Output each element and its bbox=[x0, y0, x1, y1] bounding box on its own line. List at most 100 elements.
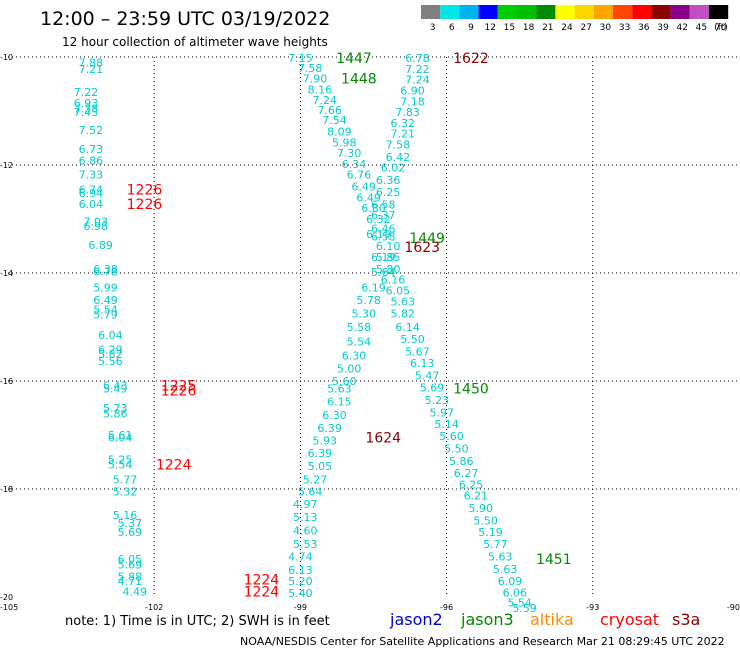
wave-height-label: 6.34 bbox=[342, 158, 367, 171]
legend-swatch bbox=[536, 5, 556, 19]
pass-number-label: 1450 bbox=[453, 382, 489, 398]
legend-swatch bbox=[651, 5, 671, 19]
wave-height-label: 6.13 bbox=[288, 564, 313, 577]
y-tick-label: -12 bbox=[0, 161, 13, 170]
wave-height-label: 8.09 bbox=[327, 126, 352, 139]
chart-title: 12:00 – 23:59 UTC 03/19/2022 bbox=[40, 8, 330, 30]
wave-height-label: 5.90 bbox=[468, 502, 493, 515]
wave-height-label: 6.39 bbox=[308, 447, 333, 460]
wave-height-label: 5.77 bbox=[483, 538, 508, 551]
pass-number-label: 1226 bbox=[161, 384, 197, 400]
pass-number-label: 1224 bbox=[156, 458, 192, 474]
wave-height-label: 5.88 bbox=[118, 570, 143, 583]
wave-height-label: 6.36 bbox=[376, 174, 401, 187]
wave-height-label: 7.83 bbox=[395, 106, 420, 119]
wave-height-points: 7.887.217.226.937.387.437.526.736.867.33… bbox=[74, 52, 537, 615]
wave-height-label: 5.79 bbox=[93, 309, 118, 322]
wave-height-label: 6.93 bbox=[74, 97, 99, 110]
wave-height-label: 6.04 bbox=[98, 329, 123, 342]
legend-label: 30 bbox=[600, 23, 612, 33]
wave-height-label: 7.88 bbox=[79, 56, 104, 69]
x-tick-label: -96 bbox=[440, 603, 453, 612]
pass-number-label: 1447 bbox=[336, 51, 372, 67]
wave-height-label: 6.19 bbox=[361, 282, 386, 295]
legend-label: 21 bbox=[542, 23, 553, 33]
chart-subtitle: 12 hour collection of altimeter wave hei… bbox=[62, 35, 328, 49]
wave-height-label: 6.43 bbox=[103, 379, 128, 392]
wave-height-label: 5.53 bbox=[293, 538, 318, 551]
wave-height-label: 6.37 bbox=[371, 209, 396, 222]
wave-height-label: 6.49 bbox=[356, 191, 381, 204]
wave-height-label: 6.13 bbox=[410, 357, 435, 370]
y-tick-label: -10 bbox=[0, 53, 13, 62]
pass-number-label: 1622 bbox=[453, 51, 489, 67]
satellite-legend-jason2: jason2 bbox=[389, 610, 443, 629]
wave-height-label: 7.21 bbox=[390, 128, 415, 141]
wave-height-label: 5.50 bbox=[473, 514, 498, 527]
wave-height-label: 6.19 bbox=[371, 251, 396, 264]
wave-height-label: 5.00 bbox=[337, 363, 362, 376]
wave-height-label: 5.67 bbox=[405, 345, 430, 358]
color-legend: 3 6 9 12 15 18 21 24 27 30 33 36 39 42 45 70(ft) bbox=[421, 5, 729, 33]
wave-height-label: 6.38 bbox=[93, 263, 118, 276]
wave-height-label: 5.19 bbox=[478, 526, 503, 539]
wave-height-label: 5.40 bbox=[288, 587, 313, 600]
wave-height-label: 5.78 bbox=[356, 294, 381, 307]
wave-height-label: 5.50 bbox=[444, 443, 469, 456]
wave-height-label: 6.05 bbox=[118, 553, 143, 566]
wave-height-label: 7.58 bbox=[386, 138, 411, 151]
wave-height-label: 6.89 bbox=[88, 239, 113, 252]
wave-height-label: 5.69 bbox=[118, 559, 143, 572]
wave-height-label: 5.98 bbox=[332, 136, 357, 149]
legend-label: 15 bbox=[504, 23, 515, 33]
wave-height-label: 4.49 bbox=[122, 586, 147, 599]
wave-height-label: 6.80 bbox=[361, 202, 386, 215]
wave-height-label: 7.03 bbox=[83, 216, 108, 229]
wave-height-label: 5.82 bbox=[98, 348, 123, 361]
wave-height-label: 5.49 bbox=[103, 383, 128, 396]
wave-height-label: 5.20 bbox=[288, 575, 313, 588]
wave-height-label: 6.49 bbox=[93, 294, 118, 307]
legend-label: 45 bbox=[696, 23, 707, 33]
wave-height-label: 7.43 bbox=[74, 106, 99, 119]
wave-height-label: 5.27 bbox=[303, 473, 328, 486]
wave-height-label: 6.21 bbox=[464, 489, 489, 502]
satellite-legend-s3a: s3a bbox=[672, 610, 700, 629]
wave-height-label: 5.23 bbox=[425, 394, 450, 407]
wave-height-label: 5.82 bbox=[390, 308, 415, 321]
wave-height-label: 6.04 bbox=[108, 432, 133, 445]
legend-label: 6 bbox=[449, 23, 455, 33]
wave-height-label: 4.97 bbox=[293, 498, 318, 511]
wave-height-label: 6.76 bbox=[347, 169, 372, 182]
wave-height-label: 5.99 bbox=[93, 282, 118, 295]
axis-ticks: -10 -12 -14 -16 -18 -20-105 -102 -99 -96 -93 -90 bbox=[0, 53, 740, 612]
legend-swatch bbox=[555, 5, 575, 19]
wave-height-label: 7.22 bbox=[74, 86, 99, 99]
wave-height-label: 6.09 bbox=[498, 575, 523, 588]
wave-height-label: 7.24 bbox=[313, 94, 338, 107]
legend-label: 12 bbox=[484, 23, 495, 33]
wave-height-label: 4.60 bbox=[293, 525, 318, 538]
wave-height-label: 6.29 bbox=[98, 344, 123, 357]
wave-height-label: 5.60 bbox=[332, 375, 357, 388]
satellite-legend-cryosat: cryosat bbox=[600, 610, 659, 629]
legend-swatch bbox=[670, 5, 690, 19]
wave-height-label: 5.63 bbox=[390, 296, 415, 309]
legend-swatch bbox=[632, 5, 652, 19]
wave-height-label: 5.16 bbox=[113, 509, 138, 522]
legend-swatch bbox=[421, 5, 441, 19]
wave-height-label: 5.64 bbox=[298, 486, 323, 499]
wave-height-label: 5.77 bbox=[113, 473, 138, 486]
wave-height-label: 7.21 bbox=[79, 63, 104, 76]
wave-height-label: 6.42 bbox=[386, 151, 411, 164]
legend-label: 42 bbox=[676, 23, 687, 33]
pass-number-label: 1224 bbox=[244, 585, 280, 601]
satellite-legend-altika: altika bbox=[530, 610, 574, 629]
wave-height-label: 7.90 bbox=[303, 73, 328, 86]
wave-height-label: 5.60 bbox=[439, 430, 464, 443]
wave-height-label: 5.86 bbox=[449, 455, 474, 468]
wave-height-label: 8.16 bbox=[308, 83, 333, 96]
wave-height-label: 7.24 bbox=[405, 74, 430, 87]
x-tick-label: -99 bbox=[294, 603, 307, 612]
